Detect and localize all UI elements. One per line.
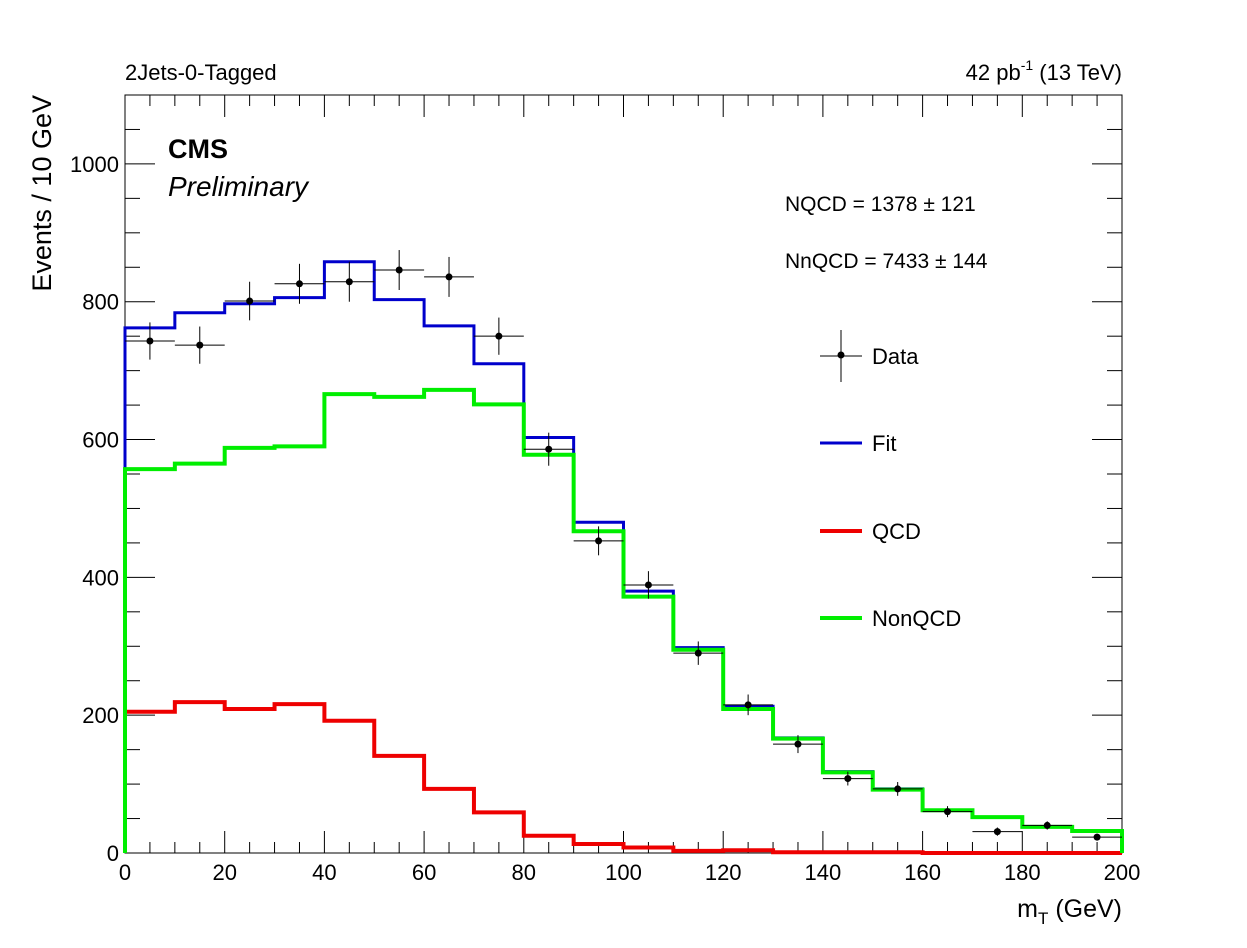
preliminary-label: Preliminary: [168, 171, 310, 202]
luminosity-energy: (13 TeV): [1033, 60, 1122, 85]
data-point: [125, 322, 175, 360]
data-point: [424, 256, 474, 297]
legend-entry-qcd: QCD: [820, 519, 921, 544]
y-tick-label: 0: [107, 841, 119, 866]
x-axis-title: mT (GeV): [1017, 895, 1122, 928]
data-point: [274, 263, 325, 304]
data-point: [174, 326, 225, 364]
data-point: [473, 317, 524, 355]
nqcd-result: NQCD = 1378 ± 121: [785, 193, 976, 216]
x-axis-unit: (GeV): [1048, 895, 1122, 923]
x-tick-label: 200: [1104, 860, 1141, 885]
legend-label-nonqcd: NonQCD: [872, 606, 961, 631]
legend-label-qcd: QCD: [872, 519, 921, 544]
x-axis-symbol: m: [1017, 895, 1038, 923]
data-points: [125, 250, 1122, 841]
data-point: [523, 432, 574, 466]
data-point: [723, 694, 774, 716]
data-point: [573, 526, 624, 556]
luminosity-value: 42 pb: [966, 60, 1021, 85]
x-tick-label: 20: [212, 860, 236, 885]
x-tick-label: 120: [705, 860, 742, 885]
legend: Data Fit QCD NonQCD: [820, 330, 961, 631]
x-tick-label: 60: [412, 860, 436, 885]
legend-label-data: Data: [872, 344, 919, 369]
data-point: [224, 281, 275, 321]
qcd-histogram: [123, 700, 1122, 855]
x-axis-subscript: T: [1038, 909, 1048, 928]
y-tick-label: 1000: [70, 152, 119, 177]
x-tick-label: 160: [904, 860, 941, 885]
data-point: [822, 771, 873, 786]
data-point: [922, 806, 973, 818]
x-tick-label: 0: [119, 860, 131, 885]
luminosity-exponent: -1: [1021, 57, 1034, 73]
legend-entry-nonqcd: NonQCD: [820, 606, 961, 631]
data-point: [673, 641, 724, 665]
tick-labels: 0 20 40 60 80 100 120 140 160 180 200 0 200 400 600 800…: [70, 152, 1140, 885]
data-point: [972, 827, 1023, 836]
y-axis-title: Events / 10 GeV: [27, 95, 57, 292]
y-tick-label: 200: [82, 703, 119, 728]
category-label: 2Jets-0-Tagged: [125, 60, 277, 85]
x-tick-label: 140: [805, 860, 842, 885]
data-point: [1022, 821, 1073, 830]
cms-label: CMS: [168, 134, 228, 164]
x-tick-label: 180: [1004, 860, 1041, 885]
data-point: [324, 261, 375, 302]
y-tick-label: 800: [82, 290, 119, 315]
data-point: [374, 250, 425, 291]
legend-entry-fit: Fit: [820, 431, 896, 456]
y-tick-label: 400: [82, 565, 119, 590]
legend-entry-data: Data: [820, 330, 919, 382]
x-tick-label: 40: [312, 860, 336, 885]
legend-label-fit: Fit: [872, 431, 896, 456]
data-point: [623, 571, 674, 599]
x-tick-label: 100: [605, 860, 642, 885]
nnqcd-result: NnQCD = 7433 ± 144: [785, 250, 988, 273]
luminosity-label: 42 pb-1 (13 TeV): [966, 57, 1122, 85]
data-point: [1072, 833, 1122, 841]
data-point: [872, 782, 923, 796]
data-point: [773, 735, 823, 754]
x-tick-label: 80: [512, 860, 536, 885]
y-tick-label: 600: [82, 428, 119, 453]
